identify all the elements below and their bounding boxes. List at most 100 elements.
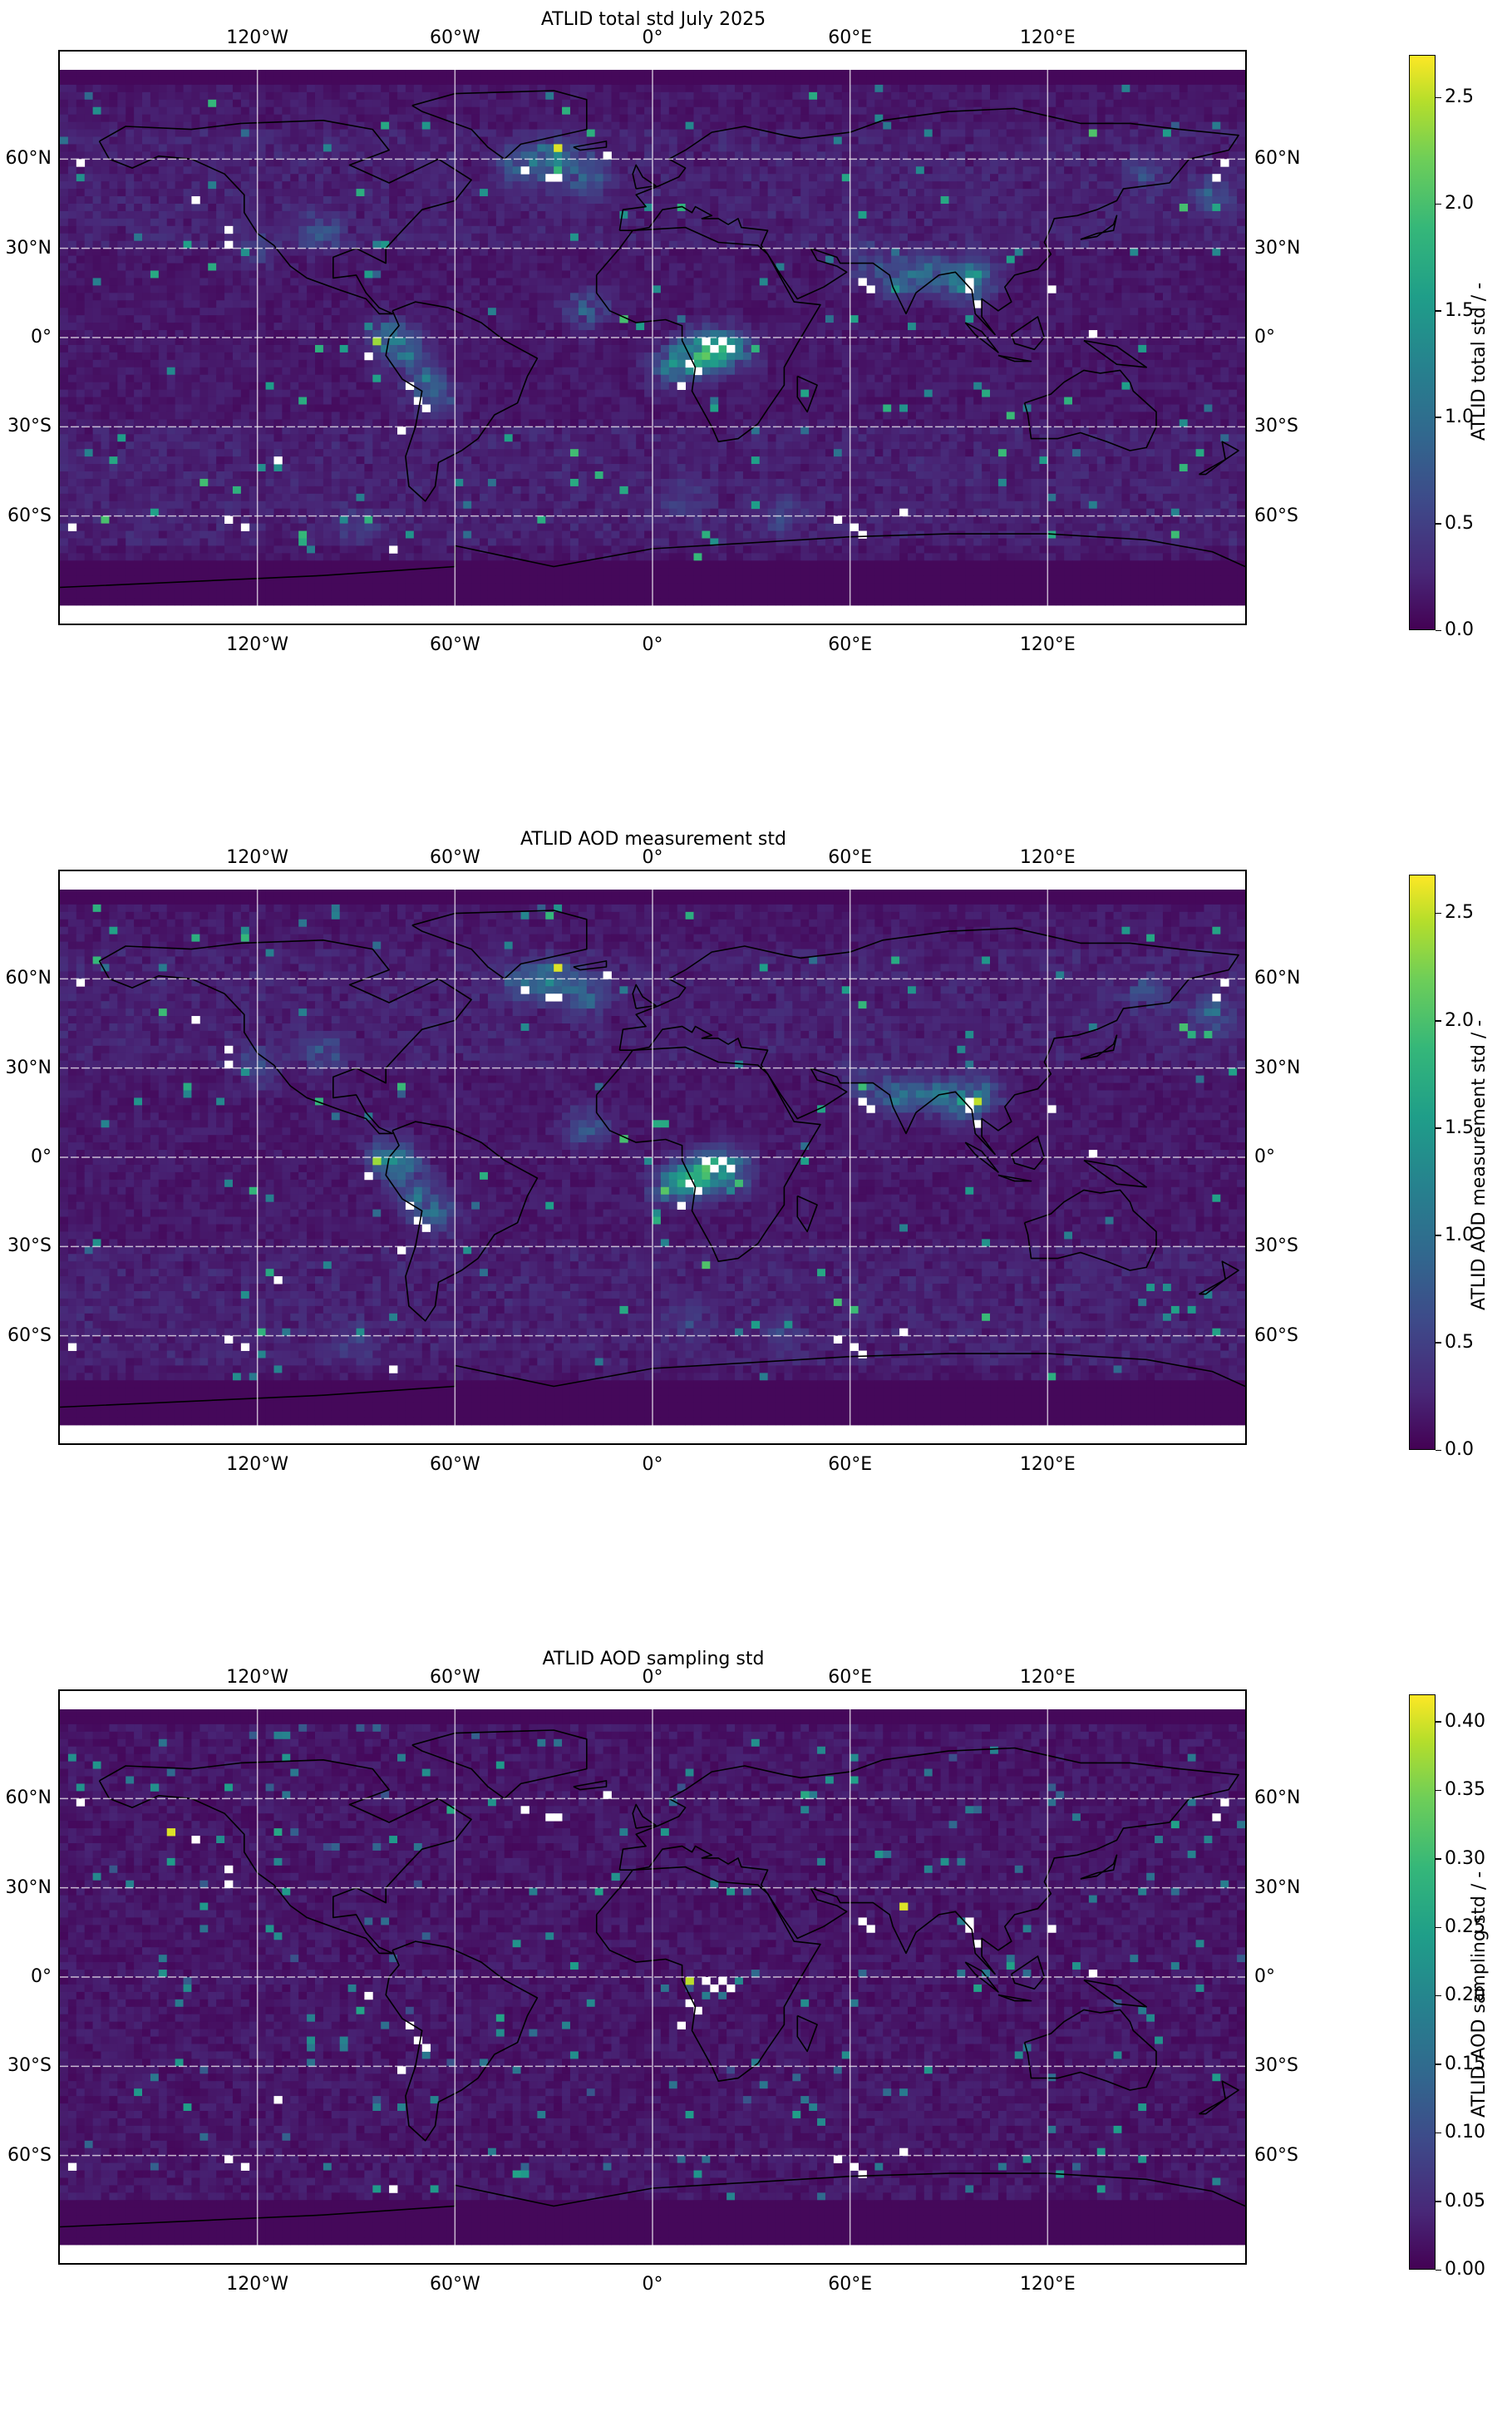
lat-label-right: 60°S xyxy=(1254,506,1298,526)
missing-cell xyxy=(273,1276,282,1284)
colorbar-tick-label: 0.00 xyxy=(1445,2260,1485,2280)
lat-label-left: 30°S xyxy=(7,1236,52,1256)
lon-label-top: 120°E xyxy=(1020,1668,1076,1688)
lat-label-left: 60°N xyxy=(6,1788,52,1808)
missing-cell xyxy=(364,1992,372,1999)
colorbar-tick-label: 0.5 xyxy=(1445,1333,1474,1353)
missing-cell xyxy=(397,2066,406,2073)
missing-cell xyxy=(866,285,874,293)
missing-cell xyxy=(710,1165,718,1172)
missing-cell xyxy=(710,345,718,353)
colorbar-tick-label: 0.0 xyxy=(1445,620,1474,640)
missing-cell xyxy=(389,2185,397,2192)
missing-cell xyxy=(68,2163,76,2171)
colorbar-tick-mark xyxy=(1436,1858,1441,1860)
lon-label-top: 120°W xyxy=(226,28,288,48)
colorbar xyxy=(1409,1694,1436,2270)
lon-label-top: 0° xyxy=(643,1668,663,1688)
missing-cell xyxy=(859,278,867,285)
missing-cell xyxy=(76,159,85,166)
colorbar-tick-mark xyxy=(1436,2133,1441,2134)
missing-cell xyxy=(273,456,282,464)
colorbar-tick-label: 0.05 xyxy=(1445,2192,1485,2211)
missing-cell xyxy=(521,166,529,174)
missing-cell xyxy=(702,338,710,345)
lon-label-bottom: 60°W xyxy=(430,1455,480,1475)
colorbar-label: ATLID AOD sampling std / - xyxy=(1470,1871,1490,2118)
lon-label-top: 60°E xyxy=(828,848,872,868)
colorbar-tick-label: 0.5 xyxy=(1445,514,1474,534)
colorbar-label: ATLID AOD measurement std / - xyxy=(1470,1020,1490,1310)
map-area xyxy=(58,50,1247,625)
missing-cell xyxy=(1212,174,1220,181)
colorbar-tick-mark xyxy=(1436,97,1441,99)
missing-cell xyxy=(397,427,406,434)
missing-cell xyxy=(554,994,562,1001)
missing-cell xyxy=(241,524,249,531)
lat-label-left: 0° xyxy=(31,328,52,348)
colorbar-tick-label: 2.5 xyxy=(1445,87,1474,107)
colorbar-tick-mark xyxy=(1436,1790,1441,1792)
missing-cell xyxy=(397,1246,406,1254)
missing-cell xyxy=(545,1813,554,1821)
missing-cell xyxy=(1089,330,1097,338)
missing-cell xyxy=(545,174,554,181)
missing-cell xyxy=(859,1351,867,1358)
map-plot xyxy=(60,52,1245,624)
missing-cell xyxy=(603,971,612,979)
missing-cell xyxy=(389,1365,397,1373)
lat-label-right: 60°S xyxy=(1254,2146,1298,2166)
colorbar-label: ATLID total std / - xyxy=(1470,283,1490,441)
colorbar-tick-label: 0.35 xyxy=(1445,1780,1485,1800)
colorbar-tick-mark xyxy=(1436,1235,1441,1236)
missing-cell xyxy=(718,1977,726,1985)
lon-label-top: 120°W xyxy=(226,1668,288,1688)
lon-label-top: 60°W xyxy=(430,1668,480,1688)
colorbar-tick-mark xyxy=(1436,2201,1441,2202)
missing-cell xyxy=(677,1202,686,1210)
lon-label-bottom: 60°W xyxy=(430,635,480,655)
colorbar xyxy=(1409,55,1436,630)
missing-cell xyxy=(224,1866,233,1873)
missing-cell xyxy=(422,2044,431,2052)
lon-label-bottom: 60°E xyxy=(828,635,872,655)
lon-label-bottom: 0° xyxy=(643,635,663,655)
colorbar-tick-mark xyxy=(1436,1127,1441,1129)
lon-label-top: 60°W xyxy=(430,28,480,48)
missing-cell xyxy=(224,1061,233,1068)
lon-label-top: 0° xyxy=(643,28,663,48)
missing-cell xyxy=(224,516,233,524)
map-plot xyxy=(60,1691,1245,2263)
lat-label-right: 0° xyxy=(1254,328,1275,348)
colorbar-tick-mark xyxy=(1436,1721,1441,1723)
missing-cell xyxy=(726,1985,735,1992)
missing-cell xyxy=(726,1165,735,1172)
missing-cell xyxy=(241,2163,249,2171)
missing-cell xyxy=(834,2156,842,2163)
colorbar xyxy=(1409,875,1436,1450)
colorbar-tick-label: 2.5 xyxy=(1445,903,1474,923)
missing-cell xyxy=(224,1046,233,1053)
missing-cell xyxy=(224,241,233,249)
lon-label-bottom: 120°E xyxy=(1020,2275,1076,2295)
missing-cell xyxy=(603,151,612,159)
colorbar-tick-mark xyxy=(1436,1020,1441,1022)
missing-cell xyxy=(677,2022,686,2029)
missing-cell xyxy=(76,1798,85,1806)
lat-label-right: 0° xyxy=(1254,1147,1275,1167)
missing-cell xyxy=(1047,285,1056,293)
colorbar-tick-mark xyxy=(1436,630,1441,632)
missing-cell xyxy=(191,1836,199,1843)
missing-cell xyxy=(718,338,726,345)
missing-cell xyxy=(710,1985,718,1992)
missing-cell xyxy=(1089,1970,1097,1977)
missing-cell xyxy=(702,1157,710,1165)
colorbar-tick-mark xyxy=(1436,417,1441,418)
map-area xyxy=(58,870,1247,1445)
lat-label-right: 30°N xyxy=(1254,239,1300,259)
lon-label-bottom: 60°W xyxy=(430,2275,480,2295)
missing-cell xyxy=(224,226,233,234)
lat-label-right: 30°S xyxy=(1254,417,1298,436)
